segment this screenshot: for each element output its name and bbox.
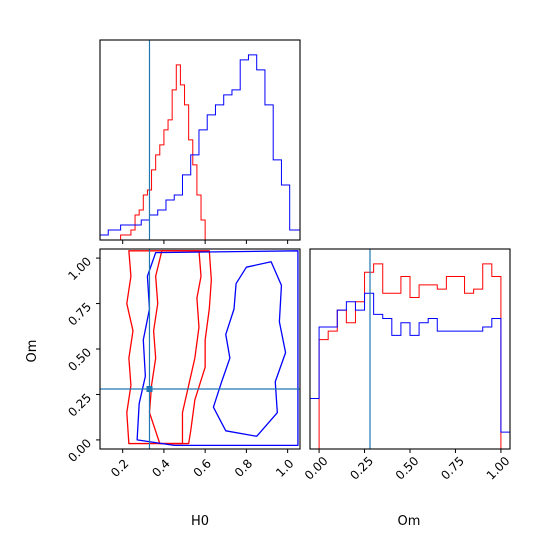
contour-x-tick-label-0: 0.2 <box>108 456 131 479</box>
h0-histogram-series-1 <box>100 54 300 240</box>
contour-x-tick-label-1: 0.4 <box>149 456 172 479</box>
om-hist-x-tick-label-3: 0.75 <box>438 454 467 483</box>
contour-plot-area <box>100 249 300 449</box>
contour-y-tick-label-0: 0.00 <box>65 436 94 465</box>
contour-y-tick-label-3: 0.75 <box>65 300 94 329</box>
truth-marker <box>146 386 153 392</box>
om-histogram-plot-area <box>310 249 510 449</box>
contour-y-tick-label-2: 0.50 <box>65 345 94 374</box>
h0-histogram-series-0 <box>120 64 210 240</box>
om-histogram-series-1 <box>310 292 510 449</box>
om-hist-x-tick-label-0: 0.00 <box>302 454 331 483</box>
contour-series-1-level-0 <box>212 261 287 437</box>
h0-histogram-frame <box>99 39 301 241</box>
h0-histogram-panel <box>99 39 301 244</box>
contour-series-0-level-1 <box>126 250 212 445</box>
om-histogram-series-0 <box>310 263 510 449</box>
h0-histogram-plot-area <box>100 40 300 240</box>
om-hist-x-tick-label-2: 0.50 <box>393 454 422 483</box>
y-axis-label-om: Om <box>25 340 40 363</box>
contour-x-tick-label-4: 1.0 <box>273 456 296 479</box>
x-axis-label-om: Om <box>398 514 421 529</box>
contour-y-tick-label-1: 0.25 <box>65 391 94 420</box>
contour-y-tick-label-4: 1.00 <box>65 254 94 283</box>
om-histogram-panel: 0.00 0.25 0.50 0.75 1.00 <box>302 248 513 483</box>
om-hist-x-tick-label-1: 0.25 <box>347 454 376 483</box>
h0-om-contour-panel: 0.2 0.4 0.6 0.8 1.0 0.00 0.25 0.50 0.75 1.00 <box>65 248 301 480</box>
om-hist-x-tick-label-4: 1.00 <box>484 454 513 483</box>
contour-x-tick-label-3: 0.8 <box>232 456 255 479</box>
contour-series-1-level-1 <box>136 250 299 447</box>
x-axis-label-h0: H0 <box>191 514 209 529</box>
contour-x-tick-label-2: 0.6 <box>191 456 214 479</box>
